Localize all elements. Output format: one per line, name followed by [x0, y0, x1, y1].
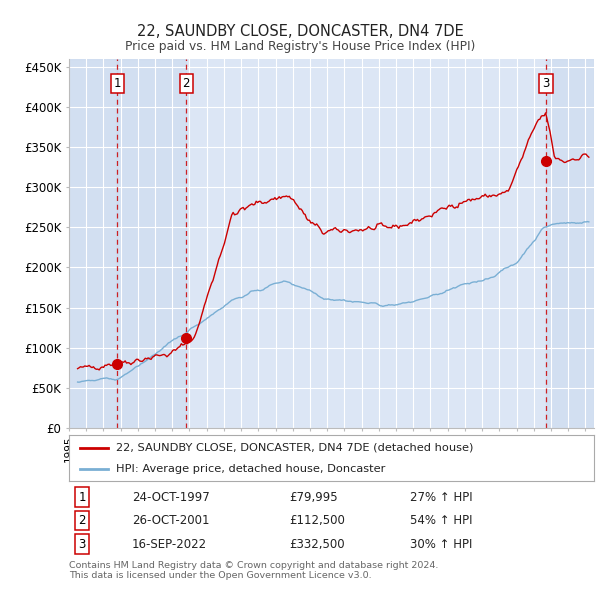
Text: 26-OCT-2001: 26-OCT-2001: [132, 514, 209, 527]
Text: £79,995: £79,995: [290, 490, 338, 504]
Text: £332,500: £332,500: [290, 537, 345, 551]
Text: Price paid vs. HM Land Registry's House Price Index (HPI): Price paid vs. HM Land Registry's House …: [125, 40, 475, 53]
Text: 3: 3: [79, 537, 86, 551]
Text: Contains HM Land Registry data © Crown copyright and database right 2024.
This d: Contains HM Land Registry data © Crown c…: [69, 560, 439, 580]
Text: 22, SAUNDBY CLOSE, DONCASTER, DN4 7DE (detached house): 22, SAUNDBY CLOSE, DONCASTER, DN4 7DE (d…: [116, 442, 473, 453]
Text: 24-OCT-1997: 24-OCT-1997: [132, 490, 210, 504]
Text: 2: 2: [182, 77, 190, 90]
Text: 54% ↑ HPI: 54% ↑ HPI: [410, 514, 473, 527]
Text: 1: 1: [79, 490, 86, 504]
Text: £112,500: £112,500: [290, 514, 346, 527]
Text: 1: 1: [113, 77, 121, 90]
Text: 16-SEP-2022: 16-SEP-2022: [132, 537, 207, 551]
Bar: [118, 59, 186, 428]
Text: HPI: Average price, detached house, Doncaster: HPI: Average price, detached house, Donc…: [116, 464, 386, 474]
Bar: [69, 59, 118, 428]
Text: 3: 3: [542, 77, 550, 90]
Text: 22, SAUNDBY CLOSE, DONCASTER, DN4 7DE: 22, SAUNDBY CLOSE, DONCASTER, DN4 7DE: [137, 24, 463, 38]
Text: 30% ↑ HPI: 30% ↑ HPI: [410, 537, 473, 551]
Text: 27% ↑ HPI: 27% ↑ HPI: [410, 490, 473, 504]
Bar: [546, 59, 594, 428]
Text: 2: 2: [79, 514, 86, 527]
